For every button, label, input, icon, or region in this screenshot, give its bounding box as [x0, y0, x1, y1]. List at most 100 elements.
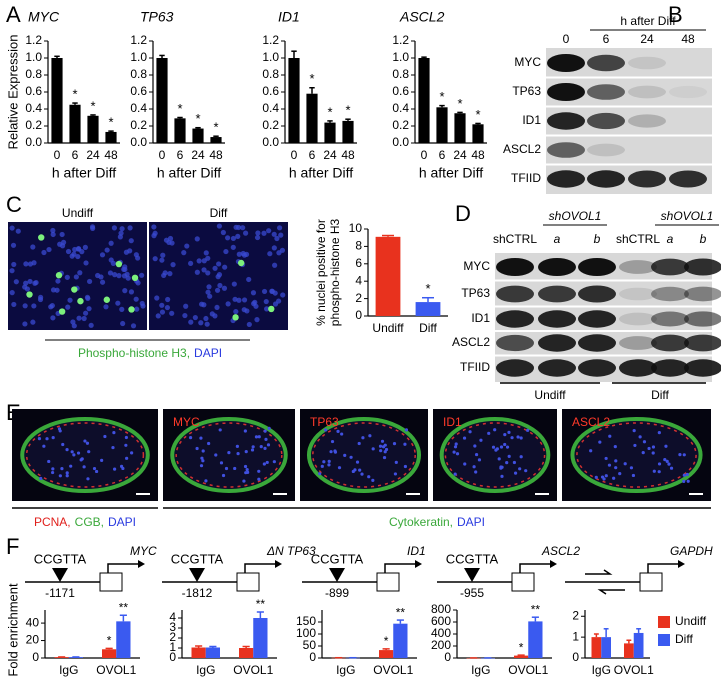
y-tick-label: 0.0 — [392, 135, 409, 149]
y-tick-label: 20 — [26, 633, 40, 647]
nucleus — [518, 467, 522, 471]
nucleus — [30, 244, 36, 250]
nucleus — [99, 252, 106, 258]
significance: * — [90, 98, 95, 113]
x-tick-label: OVOL1 — [614, 663, 654, 677]
nucleus — [113, 467, 117, 471]
nucleus — [318, 472, 322, 476]
nucleus — [65, 248, 72, 255]
nucleus — [225, 301, 231, 307]
bar — [205, 647, 220, 658]
nucleus — [58, 474, 62, 478]
nucleus — [382, 455, 387, 460]
nucleus — [324, 428, 328, 432]
nucleus — [212, 313, 218, 319]
nucleus — [233, 224, 239, 230]
nucleus — [64, 274, 70, 280]
nucleus — [272, 460, 276, 464]
nucleus — [379, 449, 383, 453]
nucleus — [271, 245, 277, 251]
y-tick-label: 6 — [355, 256, 362, 270]
bar — [624, 643, 634, 658]
blot-band — [587, 170, 625, 188]
blot-band — [538, 258, 576, 276]
motif-marker — [189, 568, 205, 582]
bar — [418, 58, 430, 143]
significance: * — [213, 120, 218, 135]
nucleus — [203, 250, 209, 256]
nucleus — [629, 466, 634, 470]
tissue-outline — [444, 422, 546, 488]
motif-marker — [52, 568, 68, 582]
x-tick-label: Diff — [419, 321, 437, 335]
y-tick-label: 8 — [355, 239, 362, 253]
stained-nucleus — [103, 296, 111, 303]
bar — [116, 621, 131, 658]
nucleus — [11, 261, 17, 268]
nucleus — [638, 435, 642, 439]
nucleus — [212, 265, 218, 271]
significance: * — [519, 640, 524, 654]
exon-box — [511, 572, 535, 592]
blot-band — [496, 334, 534, 352]
bar — [324, 122, 336, 143]
nucleus — [103, 304, 109, 310]
bar — [191, 647, 206, 658]
y-tick-label: 200 — [431, 638, 451, 652]
nucleus — [245, 468, 249, 472]
x-axis-title: h after Diff — [289, 165, 353, 181]
y-tick-label: 0 — [169, 650, 176, 664]
nucleus — [246, 321, 252, 328]
y-tick-label: 0.4 — [25, 101, 42, 115]
nucleus — [95, 272, 101, 279]
nucleus — [214, 304, 220, 311]
nucleus — [497, 457, 501, 461]
motif: CCGTTA — [446, 551, 499, 566]
tss-arrowhead — [138, 560, 145, 568]
nucleus — [474, 452, 479, 457]
nucleus — [244, 308, 250, 314]
bar — [69, 104, 81, 143]
x-tick-label: IgG — [336, 663, 355, 677]
image-label: MYC — [173, 415, 200, 429]
x-tick-label: 0 — [421, 148, 428, 162]
x-tick-label: 24 — [453, 148, 467, 162]
nucleus — [24, 286, 31, 292]
y-tick-label: 4 — [169, 610, 176, 624]
nucleus — [243, 251, 250, 257]
x-tick-label: 24 — [323, 148, 337, 162]
caption-part: CGB, — [75, 515, 104, 529]
nucleus — [51, 467, 55, 471]
nucleus — [122, 266, 128, 273]
nucleus — [204, 479, 208, 483]
y-tick-label: 2 — [572, 608, 579, 622]
significance: * — [457, 96, 462, 111]
blot-band — [587, 54, 625, 72]
nucleus — [110, 260, 116, 266]
nucleus — [201, 258, 207, 264]
nucleus — [133, 252, 139, 258]
bar — [375, 236, 401, 316]
nucleus — [223, 248, 229, 255]
nucleus — [343, 453, 347, 458]
nucleus — [614, 459, 618, 463]
blot-row-label: TFIID — [460, 360, 490, 374]
blot-band — [651, 311, 689, 327]
nucleus — [394, 460, 398, 464]
nucleus — [257, 469, 261, 473]
blot-band — [578, 310, 616, 328]
nucleus — [120, 320, 126, 327]
nucleus — [130, 323, 137, 329]
bar — [156, 58, 168, 143]
nucleus — [125, 456, 129, 460]
y-tick-label: 1.2 — [392, 33, 409, 47]
nucleus — [99, 279, 106, 285]
blot-band — [587, 112, 625, 130]
nucleus — [608, 434, 612, 438]
nucleus — [139, 300, 145, 307]
significance: * — [107, 634, 112, 648]
y-tick-label: 0 — [309, 650, 316, 664]
nucleus — [54, 287, 60, 293]
nucleus — [685, 472, 689, 477]
nucleus — [403, 464, 408, 469]
